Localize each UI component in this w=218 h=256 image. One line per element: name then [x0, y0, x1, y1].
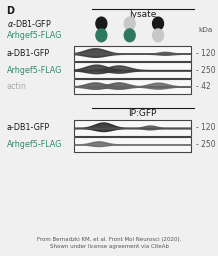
Bar — [74, 137, 191, 152]
Text: - 120: - 120 — [196, 123, 216, 133]
Text: Arhgef5-FLAG: Arhgef5-FLAG — [7, 31, 62, 40]
Text: Arhgef5-FLAG: Arhgef5-FLAG — [7, 66, 62, 75]
Circle shape — [124, 17, 135, 30]
Text: $\alpha$-DB1-GFP: $\alpha$-DB1-GFP — [7, 18, 52, 29]
Bar — [74, 46, 191, 61]
Text: - 250: - 250 — [196, 66, 216, 75]
Bar — [74, 79, 191, 94]
Text: actin: actin — [7, 82, 26, 91]
Circle shape — [96, 29, 107, 42]
Text: D: D — [7, 6, 15, 16]
Circle shape — [153, 17, 164, 30]
Text: a-DB1-GFP: a-DB1-GFP — [7, 123, 50, 133]
Text: - 250: - 250 — [196, 140, 216, 149]
Bar — [74, 62, 191, 78]
Circle shape — [96, 17, 107, 30]
Circle shape — [124, 29, 135, 42]
Bar — [74, 120, 191, 136]
Text: kDa: kDa — [198, 27, 213, 33]
Text: - 120: - 120 — [196, 49, 216, 58]
Circle shape — [153, 29, 164, 42]
Text: From Bernadzki KM, et al. Front Mol Neurosci (2020).
Shown under license agreeme: From Bernadzki KM, et al. Front Mol Neur… — [37, 237, 181, 249]
Text: lysate: lysate — [129, 10, 157, 19]
Text: Arhgef5-FLAG: Arhgef5-FLAG — [7, 140, 62, 149]
Text: a-DB1-GFP: a-DB1-GFP — [7, 49, 50, 58]
Text: - 42: - 42 — [196, 82, 211, 91]
Text: IP:GFP: IP:GFP — [129, 109, 157, 118]
